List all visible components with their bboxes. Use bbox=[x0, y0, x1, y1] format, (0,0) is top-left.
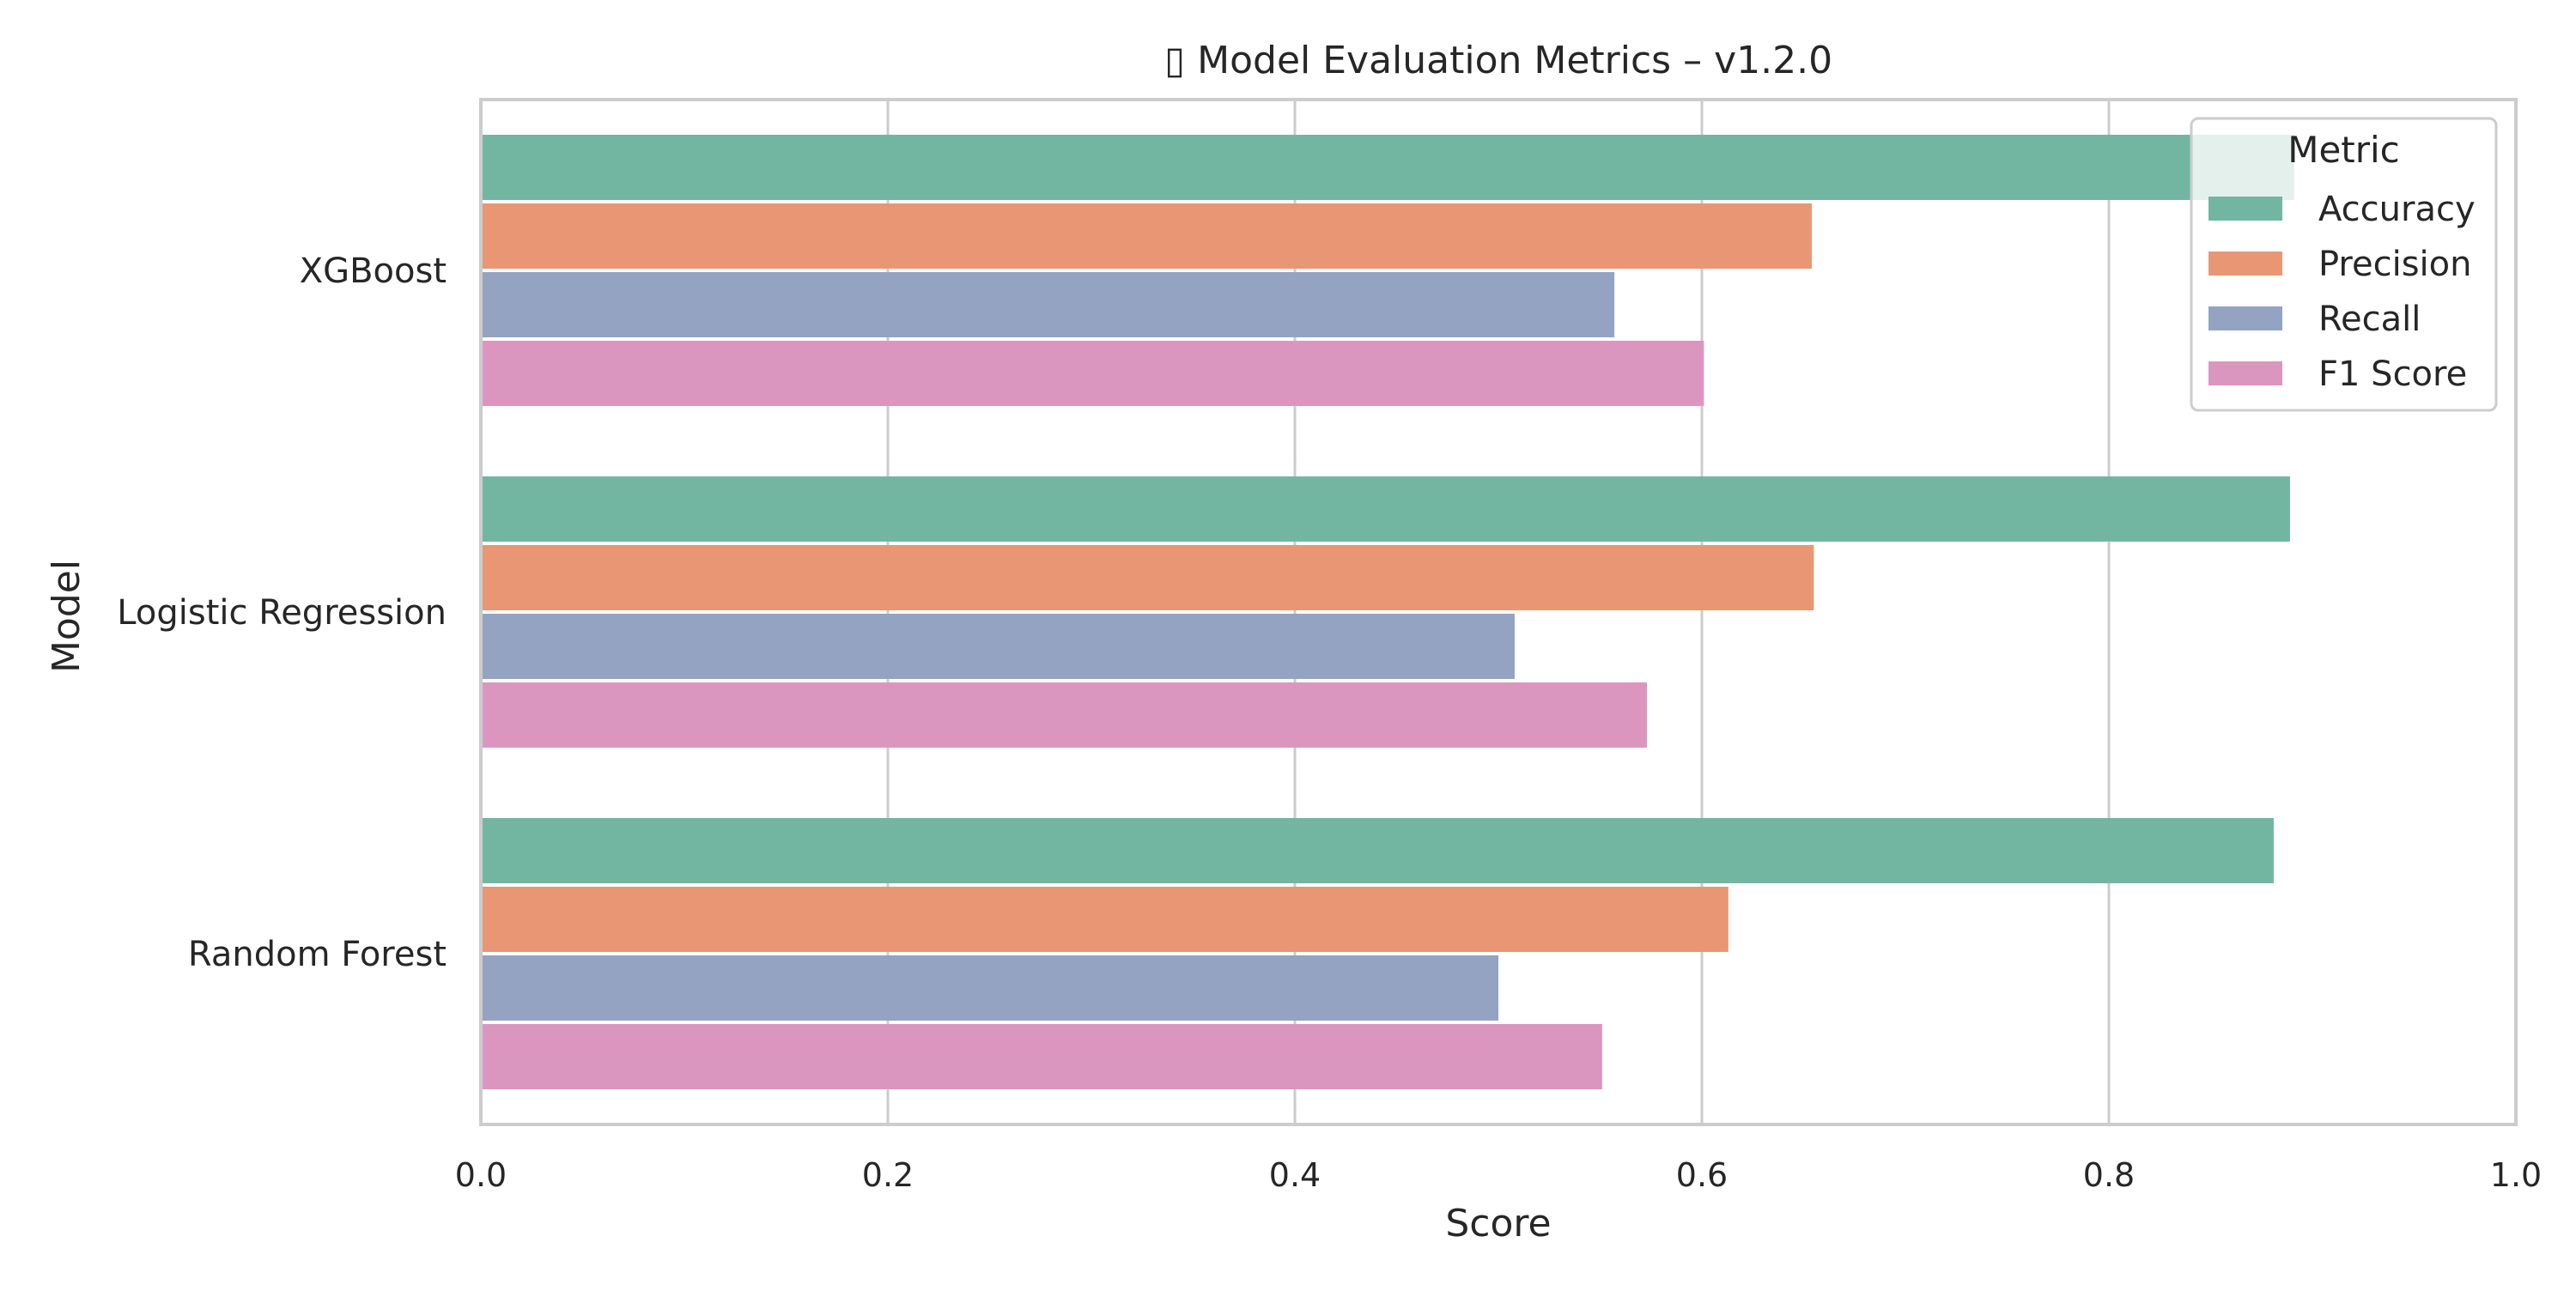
bar-logistic-regression-accuracy bbox=[481, 476, 2290, 542]
legend-label: Accuracy bbox=[2318, 190, 2476, 229]
x-axis-ticks: 0.0 0.2 0.4 0.6 0.8 1.0 bbox=[455, 1156, 2542, 1194]
legend-label: F1 Score bbox=[2318, 355, 2467, 394]
legend-label: Recall bbox=[2318, 300, 2421, 339]
x-tick-label: 1.0 bbox=[2490, 1156, 2542, 1194]
bar-xgboost-f1-score bbox=[481, 341, 1704, 406]
bar-xgboost-recall bbox=[481, 272, 1615, 337]
plot-border bbox=[479, 98, 2518, 1126]
x-tick-label: 0.0 bbox=[455, 1156, 507, 1194]
legend-swatch-recall bbox=[2208, 306, 2282, 330]
y-tick-label: Logistic Regression bbox=[117, 593, 447, 633]
bar-random-forest-accuracy bbox=[481, 818, 2274, 883]
x-tick-label: 0.4 bbox=[1269, 1156, 1321, 1194]
x-axis-label: Score bbox=[1445, 1202, 1551, 1246]
x-tick-label: 0.8 bbox=[2083, 1156, 2135, 1194]
x-tick-label: 0.6 bbox=[1676, 1156, 1728, 1194]
x-tick-label: 0.2 bbox=[862, 1156, 914, 1194]
legend: Metric Accuracy Precision Recall F1 Score bbox=[2190, 117, 2498, 412]
y-axis-label: Model bbox=[45, 560, 88, 673]
chart-title: ▯ Model Evaluation Metrics – v1.2.0 bbox=[1164, 39, 1832, 82]
legend-swatch-accuracy bbox=[2208, 197, 2282, 221]
bar-random-forest-f1-score bbox=[481, 1024, 1602, 1089]
y-tick-label: Random Forest bbox=[188, 935, 447, 974]
bar-xgboost-precision bbox=[481, 203, 1812, 269]
bar-logistic-regression-precision bbox=[481, 545, 1814, 610]
y-axis-ticks: XGBoost Logistic Regression Random Forest bbox=[117, 252, 447, 974]
y-tick-label: XGBoost bbox=[300, 252, 447, 291]
bars bbox=[481, 135, 2294, 1089]
bar-logistic-regression-f1-score bbox=[481, 682, 1648, 748]
bar-xgboost-accuracy bbox=[481, 135, 2294, 200]
legend-label: Precision bbox=[2318, 245, 2471, 284]
legend-swatch-f1-score bbox=[2208, 361, 2282, 385]
legend-title: Metric bbox=[2287, 129, 2400, 171]
bar-logistic-regression-recall bbox=[481, 614, 1515, 679]
legend-box bbox=[2190, 117, 2498, 412]
bar-random-forest-recall bbox=[481, 955, 1498, 1021]
bar-random-forest-precision bbox=[481, 887, 1728, 952]
plot-frame bbox=[479, 98, 2518, 1126]
legend-swatch-precision bbox=[2208, 252, 2282, 276]
